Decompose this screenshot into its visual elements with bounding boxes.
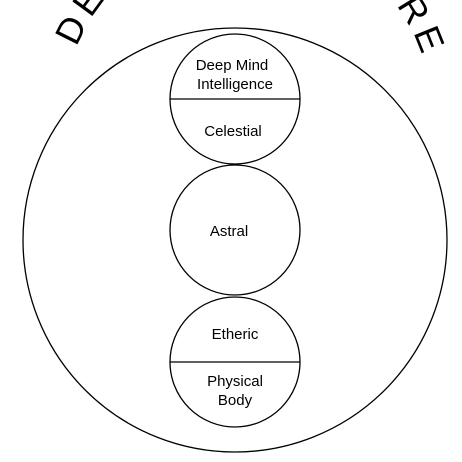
upper-sphere-label-line-1: Deep Mind (196, 57, 269, 74)
lower-sphere-lower-label-line-2: Body (218, 392, 253, 409)
middle-sphere-label: Astral (210, 223, 248, 240)
middle-sphere: Astral (169, 164, 301, 296)
diagram-title: DEEP MIND SPHERE (47, 0, 455, 63)
upper-sphere-lower-label: Celestial (204, 123, 262, 140)
outer-sphere (22, 27, 448, 453)
lower-sphere-label: Etheric (212, 326, 259, 343)
lower-sphere-lower-label-line-1: Physical (207, 373, 263, 390)
lower-sphere: Etheric Physical Body (169, 296, 301, 428)
middle-sphere-circle (169, 164, 301, 296)
upper-sphere: Deep Mind Intelligence Celestial (169, 33, 301, 165)
upper-sphere-label-line-2: Intelligence (197, 76, 273, 93)
